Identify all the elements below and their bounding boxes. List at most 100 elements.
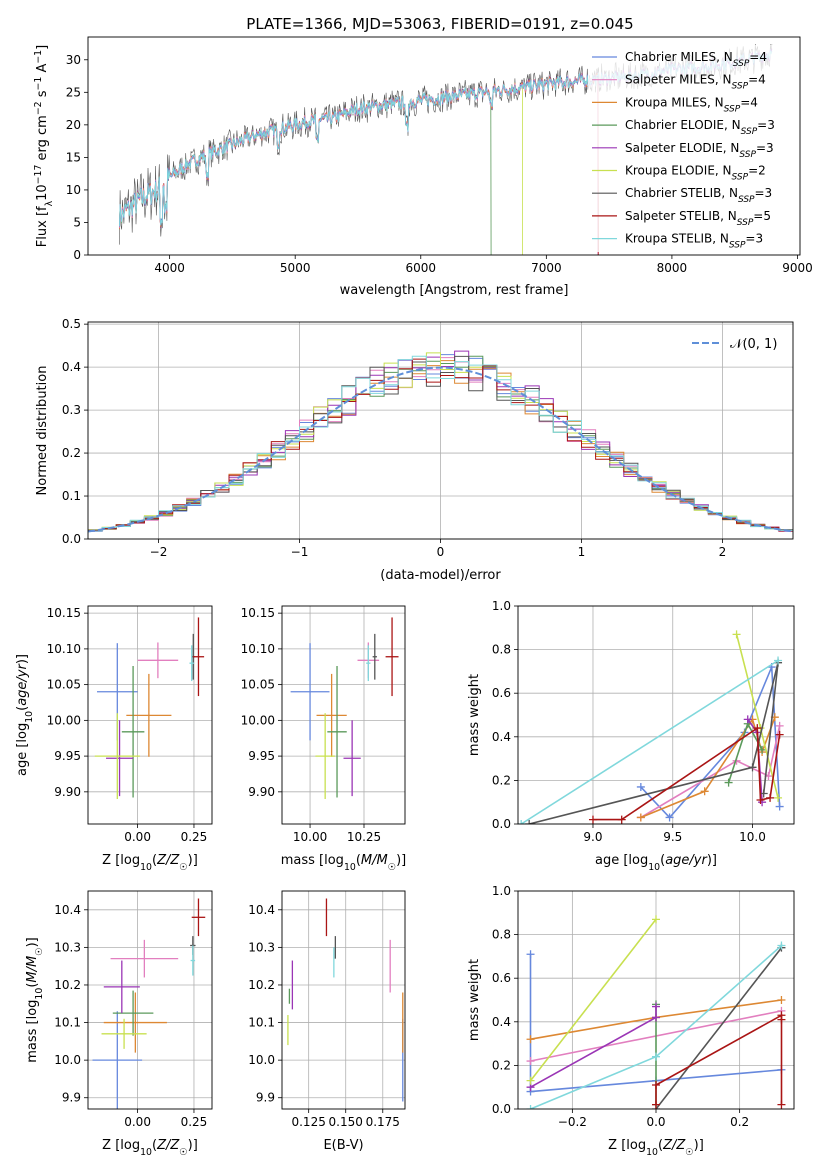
series-marker [526, 950, 535, 959]
x-axis-label: Z [log10(Z/Z☉)] [102, 1138, 198, 1158]
label-part: ( [660, 853, 665, 868]
label-part: ☉ [388, 862, 396, 873]
legend-subscript: SSP [732, 173, 749, 183]
errorbar-point [290, 643, 330, 741]
y-tick-label: 0.2 [492, 773, 511, 787]
label-part: )] [15, 654, 30, 664]
legend-subscript: SSP [739, 150, 756, 160]
y-tick-label: 25 [66, 85, 81, 99]
errorbar-point [191, 898, 206, 937]
series-marker [777, 1015, 786, 1024]
spectrum-line [119, 74, 599, 255]
spectrum-line [119, 73, 599, 255]
residual-legend: 𝒩(0, 1) [692, 337, 777, 352]
y-tick-label: 0.0 [492, 817, 511, 831]
series-line [520, 659, 779, 824]
label-part: M/M [25, 956, 40, 983]
series-marker [525, 820, 534, 824]
label-part: age [log [15, 723, 30, 776]
panel-mass_vs_EBV: 0.125 0.150 0.175 9.9 10.0 10.1 10.2 10.3 10.4 E(… [248, 890, 406, 1153]
series-marker [652, 915, 660, 924]
legend-name: Chabrier ELODIE, N [625, 118, 741, 132]
series-marker [526, 1105, 535, 1109]
weight-series [652, 1011, 786, 1109]
x-tick-label: 0.00 [124, 1115, 151, 1129]
errorbar-point [343, 720, 361, 797]
plot-area [94, 617, 205, 799]
series-line [530, 1006, 657, 1088]
series-marker [775, 730, 784, 739]
y-tick-label: 0.6 [492, 971, 511, 985]
y-tick-label: 0.8 [492, 928, 511, 942]
label-part: ( [15, 706, 30, 711]
label-part: Z/Z [156, 853, 180, 868]
legend-name: Chabrier STELIB, N [625, 186, 738, 200]
errorbar-point [366, 645, 371, 682]
errorbar-point [103, 960, 140, 1014]
y-tick-label: 30 [66, 53, 81, 67]
y-tick-label: 20 [66, 118, 81, 132]
x-tick-label: 9.0 [583, 830, 602, 844]
series-marker [526, 1057, 535, 1066]
errorbar-point [192, 617, 205, 697]
y-tick-label: 10.10 [241, 642, 275, 656]
weight-series [526, 1002, 660, 1092]
x-tick-label: 0.150 [329, 1115, 363, 1129]
label-part: ( [356, 853, 361, 868]
errorbar-point [372, 633, 377, 680]
label-part: ( [658, 1138, 663, 1153]
x-tick-label: 6000 [405, 261, 436, 275]
series-marker [636, 813, 645, 822]
x-tick-label: 1 [578, 545, 586, 559]
y-tick-label: 10.05 [47, 678, 81, 692]
legend-name: Kroupa ELODIE, N [625, 164, 732, 178]
legend-subscript: SSP [724, 104, 741, 114]
x-axis-label: E(B-V) [323, 1138, 363, 1153]
errorbar-point [189, 645, 194, 682]
errorbar-point [327, 666, 347, 798]
x-tick-label: 7000 [531, 261, 562, 275]
normal-curve [88, 366, 793, 533]
errorbar-point [190, 945, 196, 976]
legend-entry: Salpeter ELODIE, NSSP=3 [625, 141, 774, 160]
label-part: mass [log [281, 853, 344, 868]
legend-nssp: =3 [755, 186, 773, 200]
weight-series [526, 941, 786, 1109]
y-tick-label: 10.4 [54, 903, 81, 917]
label-part: )] [188, 1138, 198, 1153]
axes-frame [87, 36, 801, 256]
label-part: ( [152, 853, 157, 868]
errorbar-point [316, 673, 347, 757]
y-tick-label: 15 [66, 150, 81, 164]
x-tick-label: 0.0 [646, 1115, 665, 1129]
x-axis-label: age [log10(age/yr)] [595, 853, 717, 873]
x-tick-label: 2 [719, 545, 727, 559]
axes-frame [281, 605, 406, 825]
y-tick-label: 10.0 [54, 1053, 81, 1067]
panel-residuals: −2 −1 0 1 2 0.0 0.1 0.2 0.3 0.4 0.5 𝒩(0, 1) (data-mo… [35, 317, 794, 583]
y-tick-label: 10 [66, 183, 81, 197]
label-part: ] [35, 45, 50, 50]
series-marker [665, 813, 674, 822]
y-tick-label: 10.05 [241, 678, 275, 692]
errorbar-point [101, 1018, 147, 1049]
y-tick-label: 10.15 [47, 606, 81, 620]
series-marker [759, 789, 768, 798]
series-marker [748, 763, 757, 772]
series-marker [753, 724, 762, 733]
legend-entry: Chabrier STELIB, NSSP=3 [625, 186, 772, 205]
x-tick-label: 9.5 [663, 830, 682, 844]
plot-area [88, 350, 793, 534]
axes-frame [517, 605, 795, 825]
errorbar-point [92, 1011, 143, 1109]
y-tick-label: 0 [73, 248, 81, 262]
y-tick-label: 9.90 [54, 785, 81, 799]
series-marker [700, 787, 709, 796]
legend-nssp: =4 [740, 95, 758, 109]
series-marker [652, 1013, 660, 1022]
series-marker [652, 1081, 660, 1090]
errorbar-point [106, 720, 134, 797]
legend-nssp: =3 [756, 141, 774, 155]
y-tick-label: 10.4 [248, 903, 275, 917]
label-part: )] [707, 853, 717, 868]
